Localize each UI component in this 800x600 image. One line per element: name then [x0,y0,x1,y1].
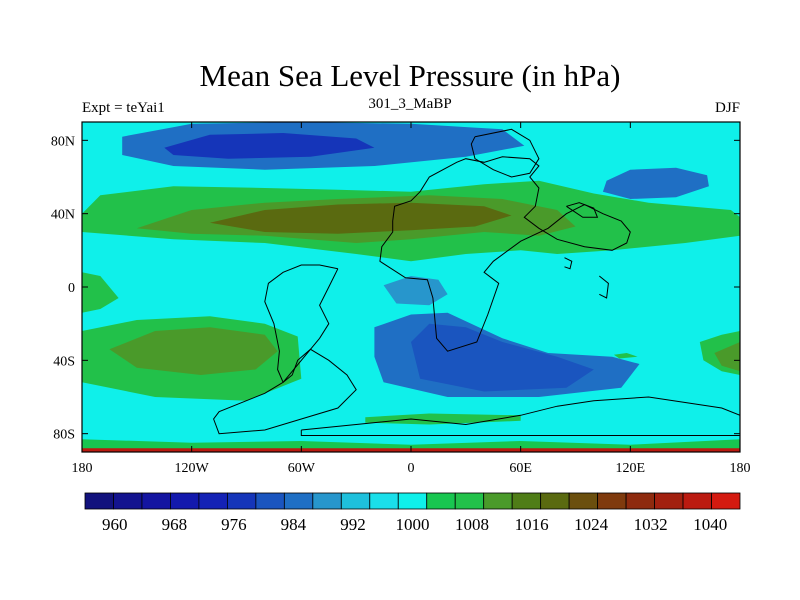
colorbar-swatch [625,492,655,510]
colorbar-swatch [84,492,114,510]
coastline-americas-west [264,264,339,384]
contour-fills [82,122,740,452]
x-tick-label: 0 [408,461,415,476]
coastline-eurasia-africa [379,156,631,352]
run-label: 301_3_MaBP [368,96,452,112]
x-tick-label: 180 [72,461,93,476]
coastline-antarctica [300,396,740,436]
x-tick-label: 60E [509,461,532,476]
region-eq-dark-cyan [383,276,448,306]
y-axis: 80N 40N 0 40S 80S [51,134,740,443]
y-tick-label: 80S [53,428,75,443]
colorbar-label: 984 [281,515,307,534]
colorbar-swatch [340,492,371,510]
colorbar-label: 976 [221,515,247,534]
coastline-small-islands-2 [598,275,609,299]
colorbar-swatch [283,492,314,510]
colorbar-swatch [568,492,599,510]
colorbar-label: 1000 [396,515,430,534]
colorbar-label: 1016 [515,515,549,534]
colorbar-label: 1032 [634,515,668,534]
region-sh-high-olive [109,327,278,375]
colorbar-swatch [226,492,257,510]
region-eq-west-green [82,272,119,313]
coastline-greenland [470,128,540,178]
x-tick-label: 180 [730,461,751,476]
region-sh-low-inner [411,323,594,392]
colorbar-swatch [397,492,428,510]
coastline-americas-south-tail [213,348,357,435]
colorbar: 960 968 976 984 992 1000 1008 1016 1024 1032 1040 [84,492,741,534]
colorbar-label: 1024 [574,515,609,534]
plot-area [82,122,740,452]
x-tick-label: 60W [288,461,316,476]
x-tick-label: 120E [616,461,646,476]
region-small-green-patch-1 [613,353,638,359]
region-sh-east-olive [714,342,740,372]
colorbar-label: 992 [340,515,366,534]
colorbar-label: 960 [102,515,128,534]
colorbar-swatch [113,492,143,510]
colorbar-swatch [540,492,570,510]
colorbar-swatch [255,492,285,510]
colorbar-swatch [511,492,542,510]
colorbar-swatch [426,492,456,510]
region-siberian-blue [602,167,709,199]
coastline-small-islands-1 [564,257,573,270]
colorbar-swatch [682,492,712,510]
x-tick-label: 120W [175,461,210,476]
season-label: DJF [714,100,740,116]
chart-title: Mean Sea Level Pressure (in hPa) [199,58,621,93]
colorbar-label: 1040 [693,515,727,534]
colorbar-label: 1008 [455,515,489,534]
y-tick-label: 80N [51,134,75,149]
x-axis: 180 120W 60W 0 60E 120E 180 [72,122,751,476]
coastline-japan [566,202,599,218]
colorbar-swatch [597,492,627,510]
colorbar-swatch [483,492,513,510]
colorbar-swatch [454,492,485,510]
region-nh-high-core [209,202,512,234]
coastlines [213,128,740,436]
y-tick-label: 40S [53,354,75,369]
region-arctic-low-inner [164,133,375,159]
colorbar-swatch [711,492,741,510]
colorbar-swatch [170,492,200,510]
y-tick-label: 40N [51,208,75,223]
colorbar-label: 968 [162,515,188,534]
experiment-label: Expt = teYai1 [82,100,165,116]
colorbar-swatch [654,492,684,510]
colorbar-swatch [369,492,399,510]
colorbar-swatch [198,492,228,510]
y-tick-label: 0 [68,281,75,296]
colorbar-swatch [312,492,342,510]
colorbar-swatch [141,492,171,510]
